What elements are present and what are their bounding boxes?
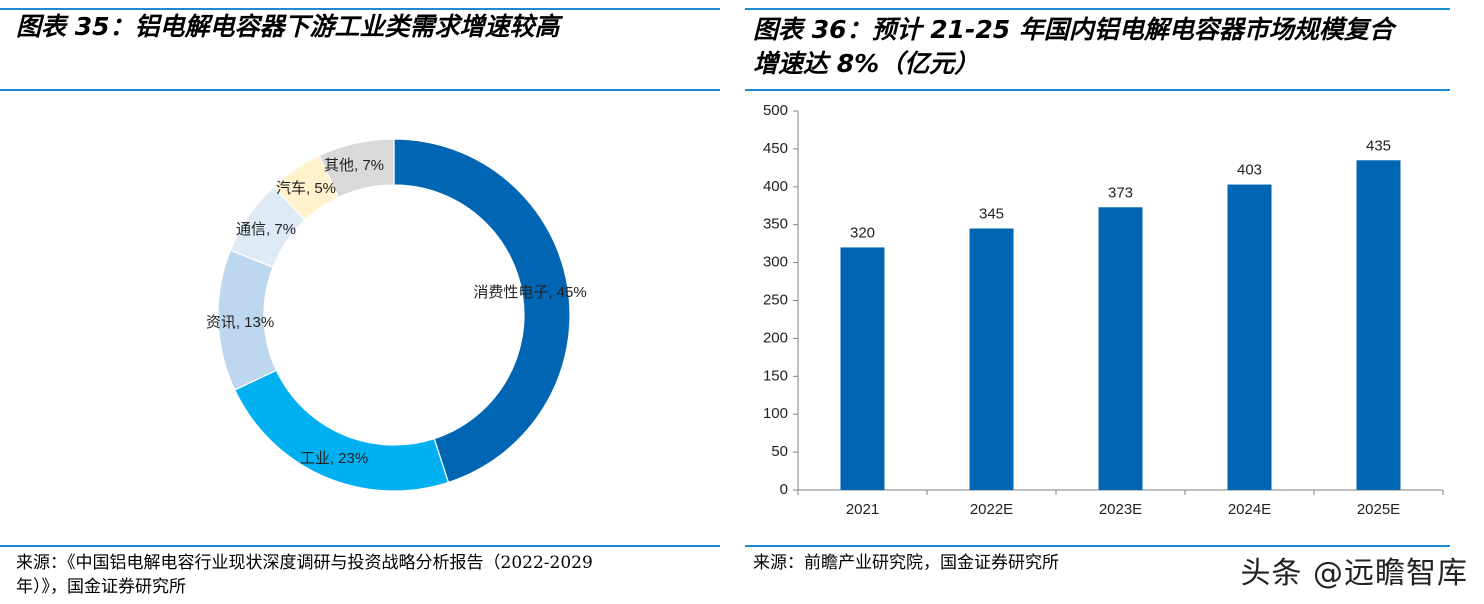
x-tick-label: 2024E — [1228, 501, 1271, 518]
x-tick-label: 2021 — [846, 501, 879, 518]
source-rule — [0, 545, 720, 547]
right-figure-panel: 图表 36：预计 21-25 年国内铝电解电容器市场规模复合 增速达 8%（亿元… — [745, 0, 1484, 604]
donut-chart: 消费性电子, 45% 工业, 23% 资讯, 13% 通信, 7% 汽车, 5% 其他, … — [206, 138, 587, 492]
slice-data-label: 其他, 7% — [324, 157, 384, 174]
y-tick-label: 400 — [763, 178, 788, 195]
bar — [840, 247, 885, 490]
top-rule — [745, 8, 1450, 10]
y-tick-label: 350 — [763, 216, 788, 233]
source-rule — [745, 545, 1450, 547]
source-note-line2: 年）》，国金证券研究所 — [16, 577, 186, 597]
bar — [1098, 207, 1143, 490]
bar — [1227, 184, 1272, 490]
x-tick-label: 2025E — [1357, 501, 1400, 518]
y-tick-label: 150 — [763, 367, 788, 384]
y-tick-label: 500 — [763, 102, 788, 119]
watermark: 头条 @远瞻智库 — [1240, 556, 1468, 591]
title-rule — [745, 89, 1450, 91]
x-tick-label: 2023E — [1099, 501, 1142, 518]
bar-value-label: 373 — [1108, 184, 1133, 201]
bar-value-label: 403 — [1237, 162, 1262, 179]
y-tick-label: 50 — [771, 443, 788, 460]
slice-data-label: 消费性电子, 45% — [473, 284, 586, 301]
bar — [969, 228, 1014, 491]
left-figure-panel: 图表 35：铝电解电容器下游工业类需求增速较高 消费性电子, 45% 工业, 23… — [0, 0, 730, 604]
slice-data-label: 工业, 23% — [300, 450, 368, 467]
figure-title-line1: 图表 36：预计 21-25 年国内铝电解电容器市场规模复合 — [753, 15, 1394, 44]
slice-data-label: 汽车, 5% — [276, 180, 336, 197]
figure-title: 图表 35：铝电解电容器下游工业类需求增速较高 — [16, 12, 560, 41]
bar-value-label: 320 — [850, 224, 875, 241]
figure-title-line2: 增速达 8%（亿元） — [753, 49, 980, 78]
y-tick-label: 450 — [763, 140, 788, 157]
slice-data-label: 通信, 7% — [236, 221, 296, 238]
bar — [1356, 160, 1401, 490]
y-tick-label: 100 — [763, 405, 788, 422]
slice-data-label: 资讯, 13% — [206, 314, 274, 331]
source-note-line1: 来源：《中国铝电解电容行业现状深度调研与投资战略分析报告（2022-2029 — [16, 553, 593, 573]
title-rule — [0, 89, 720, 91]
x-tick-label: 2022E — [970, 501, 1013, 518]
top-rule — [0, 8, 720, 10]
donut-slice — [318, 138, 395, 199]
bar-value-label: 345 — [979, 205, 1004, 222]
donut-slice — [233, 369, 450, 492]
donut-slice — [393, 138, 571, 484]
bar-chart: 0 50 100 150 200 250 300 350 400 450 500 320 2021 345… — [763, 102, 1444, 518]
source-note: 来源：前瞻产业研究院，国金证券研究所 — [753, 553, 1059, 573]
y-tick-label: 200 — [763, 329, 788, 346]
y-tick-label: 0 — [780, 481, 788, 498]
y-tick-label: 300 — [763, 254, 788, 271]
bar-value-label: 435 — [1366, 137, 1391, 154]
y-tick-label: 250 — [763, 291, 788, 308]
